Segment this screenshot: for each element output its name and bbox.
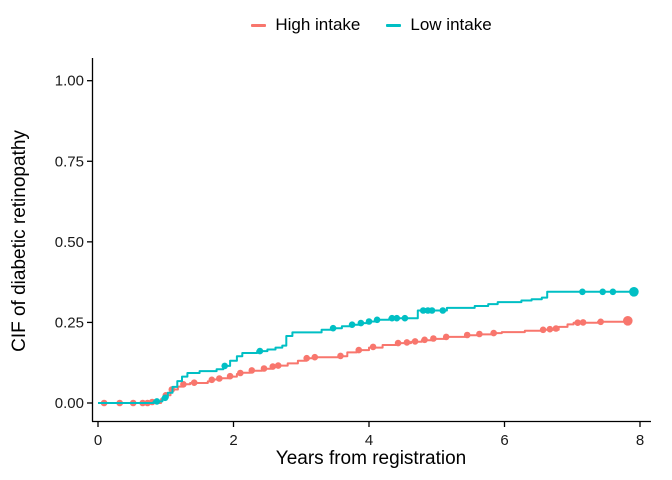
low-intake-event-marker: [348, 321, 356, 329]
legend-item-low-intake: Low intake: [386, 14, 492, 36]
y-tick-label: 0.00: [55, 395, 84, 412]
high-intake-event-marker: [539, 326, 547, 334]
high-intake-event-marker: [421, 336, 428, 344]
high-intake-event-marker: [216, 375, 223, 382]
high-intake-step-curve: [98, 320, 631, 404]
high-intake-event-marker: [208, 376, 216, 384]
y-tick-label: 0.25: [55, 314, 84, 331]
high-intake-event-marker: [248, 367, 256, 374]
low-intake-end-marker: [629, 287, 639, 297]
high-intake-event-marker: [274, 362, 282, 369]
x-tick-label: 0: [94, 432, 102, 449]
low-intake-event-marker: [329, 324, 337, 332]
high-intake-event-marker: [226, 372, 234, 380]
high-intake-event-marker: [476, 330, 483, 338]
high-intake-event-marker: [490, 329, 498, 337]
low-intake-line-swatch: [386, 23, 402, 27]
high-intake-event-marker: [260, 365, 268, 372]
high-intake-event-marker: [337, 352, 344, 360]
high-intake-event-marker: [579, 319, 587, 326]
high-intake-event-marker: [442, 333, 450, 341]
y-tick-label: 0.75: [55, 153, 84, 170]
y-tick-label: 1.00: [55, 73, 84, 90]
high-intake-line-swatch: [251, 23, 267, 27]
chart-legend: High intake Low intake: [92, 14, 651, 36]
axes-layer: 0 2 4 6 8 0.00 0.25 0.50 0.75 1.00: [55, 58, 651, 449]
y-tick-label: 0.50: [55, 234, 84, 251]
low-intake-event-marker: [439, 307, 447, 314]
low-intake-event-marker: [393, 314, 401, 322]
low-intake-event-marker: [599, 288, 606, 296]
low-intake-event-marker: [428, 307, 436, 314]
low-intake-event-marker: [153, 398, 161, 405]
low-intake-event-marker: [579, 288, 586, 296]
x-tick-label: 6: [500, 432, 508, 449]
high-intake-event-marker: [237, 369, 244, 377]
low-intake-event-marker: [388, 314, 396, 322]
high-intake-event-marker: [403, 339, 411, 346]
high-intake-event-marker: [552, 325, 560, 332]
low-intake-event-marker: [161, 394, 169, 402]
high-intake-event-marker: [597, 318, 604, 326]
high-intake-event-marker: [311, 353, 319, 361]
high-intake-event-marker: [574, 319, 581, 327]
low-intake-event-marker: [256, 347, 264, 355]
legend-label-low-intake: Low intake: [410, 15, 492, 34]
high-intake-event-marker: [411, 338, 419, 345]
high-intake-event-marker: [394, 339, 402, 347]
low-intake-event-marker: [419, 307, 427, 314]
low-intake-event-marker: [357, 319, 365, 327]
high-intake-event-marker: [546, 325, 554, 333]
low-intake-event-marker: [221, 362, 228, 370]
high-intake-event-marker: [430, 335, 437, 342]
curves-layer: [98, 287, 639, 407]
y-axis-title: CIF of diabetic retinopathy: [9, 130, 30, 352]
x-axis-title: Years from registration: [276, 448, 466, 469]
low-intake-event-marker: [373, 316, 381, 324]
high-intake-event-marker: [369, 343, 377, 351]
x-tick-label: 8: [636, 432, 644, 449]
low-intake-event-marker: [609, 288, 617, 296]
low-intake-event-marker: [401, 314, 409, 322]
x-tick-label: 4: [365, 432, 373, 449]
x-tick-label: 2: [229, 432, 237, 449]
legend-item-high-intake: High intake: [251, 14, 360, 36]
legend-label-high-intake: High intake: [275, 15, 361, 34]
high-intake-end-marker: [623, 316, 633, 326]
high-intake-event-marker: [269, 363, 277, 370]
high-intake-event-marker: [180, 381, 187, 388]
high-intake-event-marker: [355, 346, 363, 354]
high-intake-event-marker: [190, 379, 198, 387]
low-intake-event-marker: [365, 318, 373, 325]
high-intake-event-marker: [463, 331, 471, 339]
low-intake-step-curve: [98, 290, 638, 404]
high-intake-event-marker: [303, 354, 311, 362]
